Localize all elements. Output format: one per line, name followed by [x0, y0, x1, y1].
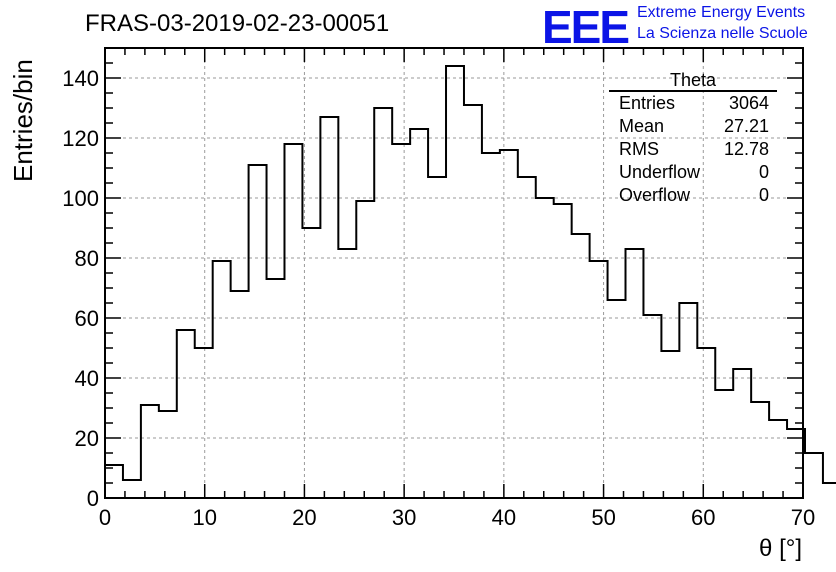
stats-value: 27.21 [723, 116, 769, 136]
histogram-bin [500, 150, 518, 498]
stats-label: RMS [619, 139, 659, 159]
logo-line-1: Extreme Energy Events [637, 4, 806, 21]
grid-lines [105, 48, 803, 498]
histogram-bin [320, 117, 338, 498]
histogram-bin [572, 234, 590, 498]
y-tick-label: 120 [62, 126, 99, 151]
eee-logo: EEE [542, 1, 630, 53]
y-tick-label: 60 [75, 306, 99, 331]
y-tick-label: 80 [75, 246, 99, 271]
tick-labels: 0 10 20 30 40 50 60 70 0 20 40 60 80 100 120 140 [62, 66, 815, 530]
histogram-bin [338, 249, 356, 498]
histogram-bin [302, 228, 320, 498]
histogram-bin [392, 144, 410, 498]
histogram-bin [697, 348, 715, 498]
histogram-bin [751, 402, 769, 498]
histogram-bin [769, 420, 787, 498]
stats-value: 12.78 [723, 139, 769, 159]
histogram-bin [464, 105, 482, 498]
histogram-bin [159, 411, 177, 498]
histogram-bin [267, 279, 285, 498]
histogram-bin [249, 165, 267, 498]
histogram-bin [518, 177, 536, 498]
stats-label: Mean [619, 116, 665, 136]
x-tick-label: 60 [691, 505, 715, 530]
logo-line-2: La Scienza nelle Scuole [637, 25, 808, 42]
stats-row: Entries 3064 [609, 92, 777, 115]
histogram-bin [284, 144, 302, 498]
stats-row: Overflow 0 [609, 184, 777, 207]
x-tick-label: 10 [192, 505, 216, 530]
y-tick-label: 20 [75, 426, 99, 451]
y-tick-label: 140 [62, 66, 99, 91]
histogram-bin [482, 153, 500, 498]
histogram-bin [177, 330, 195, 498]
histogram-bin [661, 351, 679, 498]
stats-label: Underflow [619, 162, 701, 182]
histogram-bin [715, 390, 733, 498]
histogram-bin [733, 369, 751, 498]
histogram-bin [805, 453, 823, 498]
histogram-bin [231, 291, 249, 498]
stats-box: Theta Entries 3064 Mean 27.21 RMS 12.78 … [609, 70, 777, 207]
histogram-bin [608, 300, 626, 498]
axis-ticks [104, 47, 804, 499]
histogram-bin [554, 204, 572, 498]
histogram-bin [590, 261, 608, 498]
histogram-bin [356, 201, 374, 498]
stats-label: Overflow [619, 185, 691, 205]
stats-label: Entries [619, 93, 676, 113]
histogram-outline [105, 65, 836, 484]
stats-row: RMS 12.78 [609, 138, 777, 161]
stats-value: 0 [758, 162, 769, 182]
histogram-series [105, 65, 836, 498]
histogram-bin [536, 198, 554, 498]
histogram-bin [141, 405, 159, 498]
y-tick-label: 0 [87, 486, 99, 511]
x-tick-label: 30 [392, 505, 416, 530]
histogram-bin [428, 177, 446, 498]
y-tick-label: 100 [62, 186, 99, 211]
histogram-bin [446, 66, 464, 498]
x-tick-label: 0 [99, 505, 111, 530]
x-axis-label: θ [°] [759, 535, 802, 562]
x-tick-label: 20 [292, 505, 316, 530]
histogram-bin [105, 465, 123, 498]
x-tick-label: 50 [591, 505, 615, 530]
y-axis-label: Entries/bin [8, 59, 38, 182]
stats-value: 3064 [728, 93, 769, 113]
histogram-bin [643, 315, 661, 498]
chart-title: FRAS-03-2019-02-23-00051 [85, 10, 390, 37]
histogram-bin [823, 483, 836, 498]
histogram-bin [410, 129, 428, 498]
stats-title: Theta [609, 70, 777, 92]
stats-row: Underflow 0 [609, 161, 777, 184]
x-tick-label: 70 [791, 505, 815, 530]
stats-value: 0 [758, 185, 769, 205]
stats-row: Mean 27.21 [609, 115, 777, 138]
histogram-bin [195, 348, 213, 498]
histogram-bin [626, 249, 644, 498]
histogram-bin [679, 303, 697, 498]
histogram-bin [374, 108, 392, 498]
y-tick-label: 40 [75, 366, 99, 391]
histogram-bin [213, 261, 231, 498]
x-tick-label: 40 [492, 505, 516, 530]
